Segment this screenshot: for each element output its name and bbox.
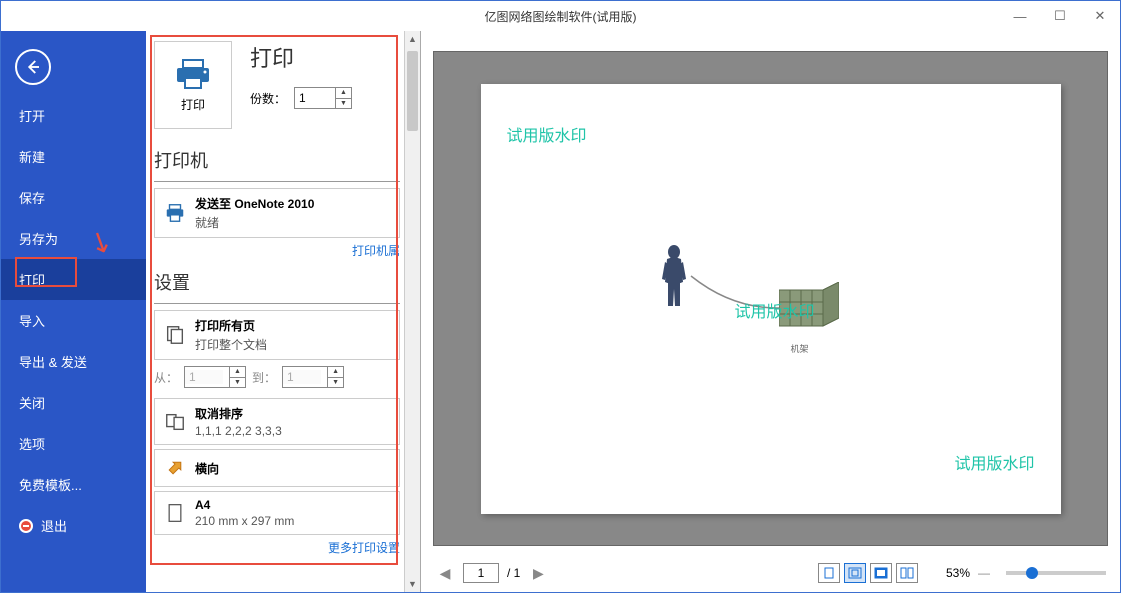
minimize-button[interactable]: ― (1000, 1, 1040, 31)
page-view-icon (822, 567, 836, 579)
close-button[interactable]: ✕ (1080, 1, 1120, 31)
scroll-down-icon[interactable]: ▼ (405, 576, 420, 592)
printer-icon (173, 58, 213, 90)
collate-title: 取消排序 (195, 405, 282, 422)
watermark: 试用版水印 (735, 298, 815, 322)
print-button-label: 打印 (181, 96, 205, 113)
to-input (283, 370, 321, 384)
paper-icon (163, 501, 187, 525)
page-fit-icon (848, 567, 862, 579)
print-button[interactable]: 打印 (154, 41, 232, 129)
printer-section-title: 打印机 (154, 147, 400, 173)
sidebar-item-exit[interactable]: 退出 (1, 505, 146, 546)
print-range-selector[interactable]: 打印所有页 打印整个文档 (154, 310, 400, 360)
pages-icon (163, 323, 187, 347)
more-print-settings-link[interactable]: 更多打印设置 (154, 539, 400, 556)
printer-name: 发送至 OneNote 2010 (195, 195, 314, 212)
print-title: 打印 (250, 41, 352, 73)
sidebar-item-print[interactable]: 打印 (1, 259, 146, 300)
sidebar-item-save[interactable]: 保存 (1, 177, 146, 218)
view-mode-4[interactable] (896, 563, 918, 583)
settings-section-title: 设置 (154, 269, 400, 295)
sidebar-item-new[interactable]: 新建 (1, 136, 146, 177)
print-preview-canvas: 试用版水印 试用版水印 试用版水印 (433, 51, 1108, 546)
orientation-label: 横向 (195, 460, 219, 477)
zoom-knob[interactable] (1026, 567, 1038, 579)
print-all-title: 打印所有页 (195, 317, 267, 334)
diagram-label: 机架 (791, 342, 809, 355)
next-page-button[interactable]: ▶ (528, 563, 548, 583)
to-spinner[interactable]: ▲▼ (282, 366, 344, 388)
printer-selector[interactable]: 发送至 OneNote 2010 就绪 (154, 188, 400, 238)
scrollbar[interactable]: ▲ ▼ (404, 31, 420, 592)
zoom-level: 53% (946, 566, 970, 580)
sidebar-item-templates[interactable]: 免费模板... (1, 464, 146, 505)
view-mode-1[interactable] (818, 563, 840, 583)
back-arrow-icon (24, 58, 42, 76)
spin-down-icon[interactable]: ▼ (336, 99, 351, 109)
collate-sub: 1,1,1 2,2,2 3,3,3 (195, 424, 282, 438)
zoom-out-button[interactable]: ― (978, 566, 990, 580)
diagram-person-icon (659, 244, 689, 314)
multi-page-icon (900, 567, 914, 579)
from-input (185, 370, 223, 384)
view-mode-3[interactable] (870, 563, 892, 583)
watermark: 试用版水印 (954, 450, 1034, 474)
orientation-icon (163, 456, 187, 480)
scroll-up-icon[interactable]: ▲ (405, 31, 420, 47)
sidebar-item-open[interactable]: 打开 (1, 95, 146, 136)
page-number-input[interactable] (463, 563, 499, 583)
view-mode-2[interactable] (844, 563, 866, 583)
scroll-thumb[interactable] (407, 51, 418, 131)
from-label: 从： (154, 369, 178, 386)
collate-icon (163, 410, 187, 434)
paper-size-selector[interactable]: A4 210 mm x 297 mm (154, 491, 400, 535)
sidebar-item-close[interactable]: 关闭 (1, 382, 146, 423)
printer-small-icon (163, 201, 187, 225)
copies-spinner[interactable]: ▲▼ (294, 87, 352, 109)
maximize-button[interactable]: ☐ (1040, 1, 1080, 31)
from-spinner[interactable]: ▲▼ (184, 366, 246, 388)
back-button[interactable] (15, 49, 51, 85)
sidebar-item-options[interactable]: 选项 (1, 423, 146, 464)
paper-title: A4 (195, 498, 294, 512)
copies-input[interactable] (295, 91, 333, 105)
watermark: 试用版水印 (507, 122, 587, 146)
sidebar-item-export[interactable]: 导出 & 发送 (1, 341, 146, 382)
copies-label: 份数： (250, 90, 286, 107)
window-title: 亿图网络图绘制软件(试用版) (485, 8, 637, 25)
page-full-icon (874, 567, 888, 579)
zoom-slider[interactable] (1006, 571, 1106, 575)
sidebar-item-saveas[interactable]: 另存为 (1, 218, 146, 259)
sidebar-item-import[interactable]: 导入 (1, 300, 146, 341)
printer-status: 就绪 (195, 214, 314, 231)
collate-selector[interactable]: 取消排序 1,1,1 2,2,2 3,3,3 (154, 398, 400, 445)
preview-page: 试用版水印 试用版水印 试用版水印 (481, 84, 1061, 514)
prev-page-button[interactable]: ◀ (435, 563, 455, 583)
paper-sub: 210 mm x 297 mm (195, 514, 294, 528)
printer-properties-link[interactable]: 打印机属 (154, 242, 400, 259)
page-total: / 1 (507, 566, 520, 580)
exit-icon (19, 519, 33, 533)
orientation-selector[interactable]: 横向 (154, 449, 400, 487)
to-label: 到： (252, 369, 276, 386)
print-all-sub: 打印整个文档 (195, 336, 267, 353)
spin-up-icon[interactable]: ▲ (336, 88, 351, 99)
